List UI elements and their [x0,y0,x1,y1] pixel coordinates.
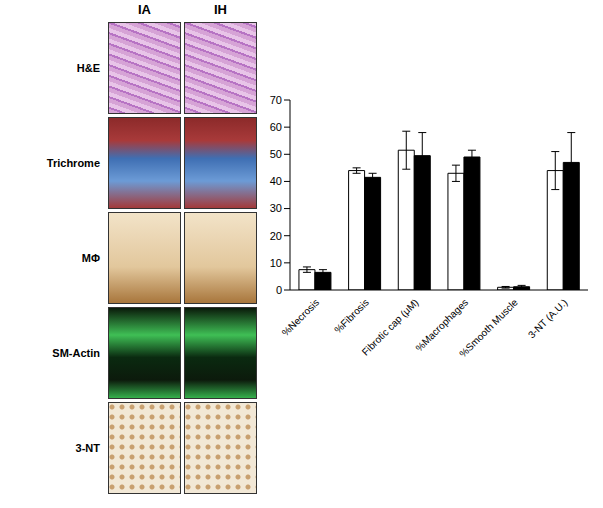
svg-text:50: 50 [270,148,282,160]
svg-text:70: 70 [270,94,282,106]
html-text:3-NT: 3-NT [75,441,100,454]
html-text:H&E: H&E [76,61,100,74]
svg-text:%Smooth Muscle: %Smooth Muscle [457,296,520,359]
html-text:IH: IH [214,2,227,17]
svg-text:30: 30 [270,202,282,214]
svg-text:%Fibrosis: %Fibrosis [332,297,371,336]
svg-text:%Macrophages: %Macrophages [413,297,470,354]
svg-text:3-NT (A.U.): 3-NT (A.U.) [526,297,570,341]
svg-text:10: 10 [270,257,282,269]
html-text:IA: IA [138,2,151,17]
html-text:MΦ: MΦ [81,251,100,264]
svg-text:60: 60 [270,121,282,133]
svg-text:0: 0 [276,284,282,296]
svg-text:20: 20 [270,230,282,242]
svg-text:Fibrotic cap (μM): Fibrotic cap (μM) [360,297,421,358]
html-text:Trichrome: Trichrome [46,156,100,169]
svg-text:40: 40 [270,175,282,187]
html-text:SM-Actin: SM-Actin [52,346,100,359]
svg-text:%Necrosis: %Necrosis [280,297,322,339]
